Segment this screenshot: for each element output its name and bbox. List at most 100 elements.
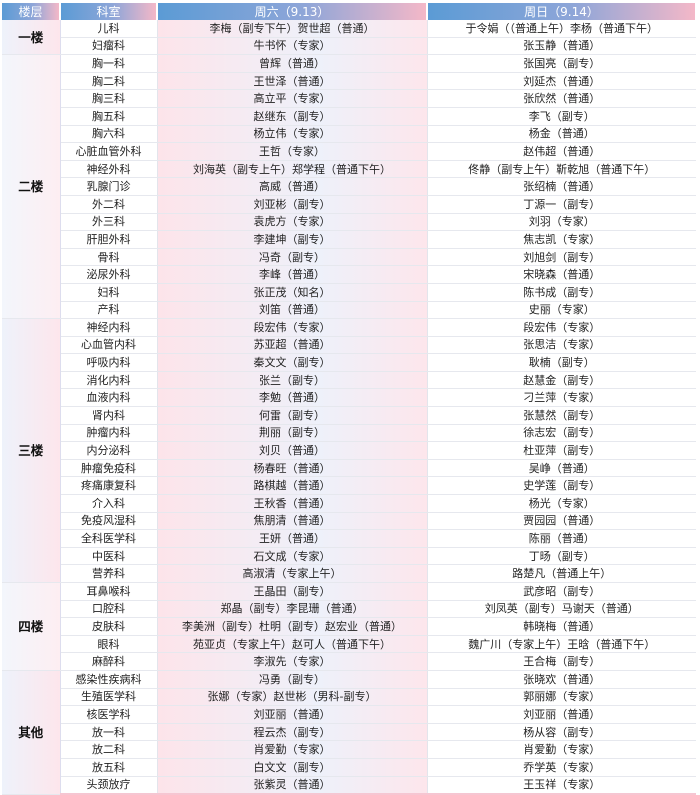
department-cell: 妇瘤科 [60, 37, 158, 56]
sunday-doctor-cell: 焦志凯（专家） [427, 230, 696, 249]
saturday-doctor-cell: 曾辉（普通） [157, 54, 428, 73]
table-row: 营养科 高淑清（专家上午） 路楚凡（普通上午） [2, 564, 696, 583]
department-cell: 眼科 [60, 635, 158, 654]
table-row: 三楼 神经内科 段宏伟（专家） 段宏伟（专家） [2, 318, 696, 583]
saturday-doctor-cell: 路棋越（普通） [157, 476, 428, 496]
saturday-doctor-cell: 郑晶（副专）李昆珊（普通） [157, 600, 428, 619]
saturday-doctor-cell: 焦朋清（普通） [157, 512, 428, 531]
table-row: 核医学科 刘亚丽（普通） 刘亚丽（普通） [2, 705, 696, 724]
saturday-doctor-cell: 杨立伟（专家） [157, 125, 428, 144]
sunday-doctor-cell: 魏广川（专家上午）王晗（普通下午） [427, 635, 696, 654]
floor-cell: 二楼 [2, 54, 61, 320]
table-row: 生殖医学科 张娜（专家）赵世彬（男科-副专） 郭丽娜（专家） [2, 688, 696, 707]
schedule-body: 一楼 儿科 李梅（副专下午）贺世超（普通） 于令娟（（普通上午）李杨（普通下午） 妇瘤科… [2, 20, 696, 795]
sunday-doctor-cell: 耿楠（副专） [427, 353, 696, 372]
saturday-doctor-cell: 张正茂（知名） [157, 283, 428, 302]
saturday-doctor-cell: 刘海英（副专上午）郑学程（普通下午） [157, 160, 428, 179]
department-cell: 肝胆外科 [60, 230, 158, 249]
saturday-doctor-cell: 高立平（专家） [157, 89, 428, 108]
saturday-doctor-cell: 程云杰（副专） [157, 723, 428, 742]
table-row: 胸六科 杨立伟（专家） 杨金（普通） [2, 125, 696, 144]
saturday-doctor-cell: 张兰（副专） [157, 371, 428, 390]
department-cell: 头颈放疗 [60, 776, 158, 795]
table-row: 放二科 肖爱勤（专家） 肖爱勤（专家） [2, 740, 696, 759]
sunday-doctor-cell: 杨从容（副专） [427, 723, 696, 742]
table-row: 消化内科 张兰（副专） 赵慧金（副专） [2, 371, 696, 390]
department-cell: 中医科 [60, 547, 158, 566]
saturday-doctor-cell: 牛书怀（专家） [157, 37, 428, 56]
saturday-doctor-cell: 王妍（普通） [157, 529, 428, 548]
saturday-doctor-cell: 高威（普通） [157, 177, 428, 196]
table-row: 肾内科 何雷（副专） 张慧然（副专） [2, 406, 696, 425]
saturday-doctor-cell: 刘贝（普通） [157, 441, 428, 460]
sunday-doctor-cell: 武彦昭（副专） [427, 582, 696, 601]
sunday-doctor-cell: 郭丽娜（专家） [427, 688, 696, 707]
floor-cell: 三楼 [2, 318, 61, 583]
saturday-doctor-cell: 秦文文（副专） [157, 353, 428, 372]
saturday-doctor-cell: 冯勇（副专） [157, 670, 428, 689]
saturday-doctor-cell: 李峰（普通） [157, 265, 428, 284]
sunday-doctor-cell: 张国亮（副专） [427, 54, 696, 73]
sunday-doctor-cell: 张晓欢（普通） [427, 670, 696, 689]
saturday-doctor-cell: 刘亚彬（副专） [157, 195, 428, 214]
department-cell: 介入科 [60, 494, 158, 513]
saturday-doctor-cell: 刘亚丽（普通） [157, 705, 428, 724]
sunday-doctor-cell: 韩晓梅（普通） [427, 617, 696, 636]
department-cell: 血液内科 [60, 388, 158, 408]
saturday-doctor-cell: 高淑清（专家上午） [157, 564, 428, 583]
table-row: 内分泌科 刘贝（普通） 杜亚萍（副专） [2, 441, 696, 460]
table-row: 泌尿外科 李峰（普通） 宋晓森（普通） [2, 265, 696, 284]
department-cell: 消化内科 [60, 371, 158, 390]
department-cell: 内分泌科 [60, 441, 158, 460]
schedule-table: 楼层 科室 周六（9.13） 周日（9.14） 一楼 儿科 李梅（副专下午）贺世超（… [2, 3, 697, 795]
table-row: 麻醉科 李淑先（专家） 王合梅（副专） [2, 652, 696, 671]
department-cell: 神经外科 [60, 160, 158, 179]
saturday-doctor-cell: 赵继东（副专） [157, 107, 428, 126]
header-dept: 科室 [60, 3, 158, 20]
table-row: 妇瘤科 牛书怀（专家） 张玉静（普通） [2, 37, 696, 56]
saturday-doctor-cell: 王秋香（普通） [157, 494, 428, 513]
saturday-doctor-cell: 袁虎方（专家） [157, 213, 428, 232]
sunday-doctor-cell: 刘亚丽（普通） [427, 705, 696, 724]
table-row: 外三科 袁虎方（专家） 刘羽（专家） [2, 213, 696, 232]
floor-cell: 一楼 [2, 20, 61, 56]
header-floor: 楼层 [2, 3, 61, 20]
sunday-doctor-cell: 于令娟（（普通上午）李杨（普通下午） [427, 20, 696, 38]
sunday-doctor-cell: 史丽（专家） [427, 301, 696, 320]
table-row: 乳腺门诊 高威（普通） 张绍楠（普通） [2, 177, 696, 196]
floor-cell: 其他 [2, 670, 61, 795]
department-cell: 耳鼻喉科 [60, 582, 158, 601]
table-row: 其他 感染性疾病科 冯勇（副专） 张晓欢（普通） [2, 670, 696, 795]
saturday-doctor-cell: 冯奇（副专） [157, 248, 428, 267]
department-cell: 肿瘤免疫科 [60, 459, 158, 478]
saturday-doctor-cell: 荆丽（副专） [157, 424, 428, 443]
saturday-doctor-cell: 张紫灵（普通） [157, 776, 428, 795]
table-row: 胸二科 王世泽（普通） 刘延杰（普通） [2, 72, 696, 91]
header-sunday: 周日（9.14） [427, 3, 697, 20]
saturday-doctor-cell: 石文成（专家） [157, 547, 428, 566]
table-row: 胸三科 高立平（专家） 张欣然（普通） [2, 89, 696, 108]
department-cell: 皮肤科 [60, 617, 158, 636]
table-row: 产科 刘笛（普通） 史丽（专家） [2, 301, 696, 320]
department-cell: 感染性疾病科 [60, 670, 158, 689]
department-cell: 放五科 [60, 758, 158, 777]
sunday-doctor-cell: 杨金（普通） [427, 125, 696, 144]
sunday-doctor-cell: 赵伟超（普通） [427, 142, 696, 161]
department-cell: 营养科 [60, 564, 158, 583]
department-cell: 心脏血管外科 [60, 142, 158, 161]
sunday-doctor-cell: 张绍楠（普通） [427, 177, 696, 196]
department-cell: 放一科 [60, 723, 158, 742]
saturday-doctor-cell: 白文文（副专） [157, 758, 428, 777]
saturday-doctor-cell: 段宏伟（专家） [157, 318, 428, 337]
table-row: 口腔科 郑晶（副专）李昆珊（普通） 刘凤英（副专）马谢天（普通） [2, 600, 696, 619]
table-row: 呼吸内科 秦文文（副专） 耿楠（副专） [2, 353, 696, 372]
department-cell: 神经内科 [60, 318, 158, 337]
saturday-doctor-cell: 李建坤（副专） [157, 230, 428, 249]
saturday-doctor-cell: 王哲（专家） [157, 142, 428, 161]
saturday-doctor-cell: 苏亚超（普通） [157, 336, 428, 355]
department-cell: 儿科 [60, 20, 158, 38]
department-cell: 口腔科 [60, 600, 158, 619]
sunday-doctor-cell: 刘羽（专家） [427, 213, 696, 232]
department-cell: 肿瘤内科 [60, 424, 158, 443]
department-cell: 疼痛康复科 [60, 476, 158, 496]
